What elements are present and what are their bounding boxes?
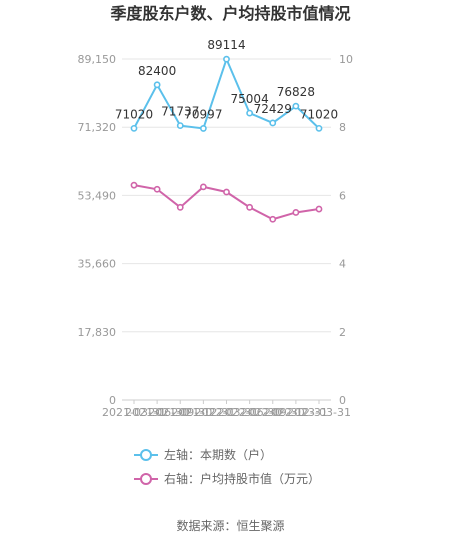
data-label: 71020: [300, 107, 338, 121]
legend-marker-2: [140, 473, 152, 485]
data-label: 75004: [231, 92, 269, 106]
series-1-point: [315, 124, 323, 132]
x-axis: 2021-03-312021-06-302021-09-302021-12-31…: [102, 400, 351, 419]
legend-label-1: 左轴：本期数（户）: [164, 447, 272, 462]
series-2-point: [176, 203, 184, 211]
right-tick-label: 2: [339, 326, 346, 339]
left-tick-label: 35,660: [78, 258, 117, 271]
series-2-point: [130, 181, 138, 189]
x-tick-label: 2022-03-31: [195, 406, 259, 419]
x-tick-label: 2021-03-31: [102, 406, 166, 419]
x-tick-label: 2023-03-31: [287, 406, 351, 419]
series-2-point: [292, 209, 300, 216]
x-tick-label: 2022-12-31: [264, 406, 328, 419]
series-1-point: [199, 125, 207, 132]
right-tick-label: 8: [339, 121, 346, 134]
right-tick-label: 6: [339, 189, 346, 202]
data-label: 71020: [115, 107, 153, 121]
series-1-point: [153, 81, 161, 89]
chart-title: 季度股东户数、户均持股市值情况: [109, 4, 350, 23]
data-label: 89114: [207, 38, 245, 52]
series-2-point: [246, 203, 254, 211]
x-tick-label: 2022-06-30: [218, 406, 282, 419]
right-axis: 0 2 4 6 8 10: [339, 53, 353, 407]
data-label: 82400: [138, 64, 176, 78]
x-tick-label: 2021-06-30: [125, 406, 189, 419]
legend-marker-1: [140, 449, 152, 461]
series-1-point: [176, 122, 184, 130]
series-1-point: [292, 102, 300, 110]
series-1-point: [246, 109, 254, 117]
series-2-point: [199, 183, 207, 191]
series-1-point: [269, 119, 277, 127]
left-tick-label: 89,150: [78, 53, 117, 66]
series-2-point: [153, 185, 161, 193]
right-tick-label: 10: [339, 53, 353, 66]
x-tick-label: 2022-09-30: [241, 406, 305, 419]
series-2-point: [269, 215, 277, 223]
left-tick-label: 17,830: [78, 326, 117, 339]
right-tick-label: 0: [339, 394, 346, 407]
left-tick-label: 0: [109, 394, 116, 407]
data-label: 70997: [184, 107, 222, 121]
left-tick-label: 53,490: [78, 189, 117, 202]
series-2-point: [223, 188, 230, 196]
series-1-point: [223, 55, 230, 63]
right-tick-label: 4: [339, 258, 346, 271]
series-1-point: [130, 124, 138, 132]
left-tick-label: 71,320: [78, 121, 117, 134]
data-label: 76828: [277, 85, 315, 99]
x-tick-label: 2021-12-31: [171, 406, 235, 419]
x-tick-label: 2021-09-30: [148, 406, 212, 419]
data-source: 数据来源：恒生聚源: [176, 518, 284, 533]
series-2-point: [315, 205, 323, 213]
data-label: 71737: [161, 105, 199, 119]
data-label: 72429: [254, 102, 292, 116]
legend-label-2: 右轴：户均持股市值（万元）: [164, 471, 320, 486]
legend: 左轴：本期数（户） 右轴：户均持股市值（万元）: [134, 447, 320, 486]
left-axis: 0 17,830 35,660 53,490 71,320 89,150: [78, 53, 117, 407]
